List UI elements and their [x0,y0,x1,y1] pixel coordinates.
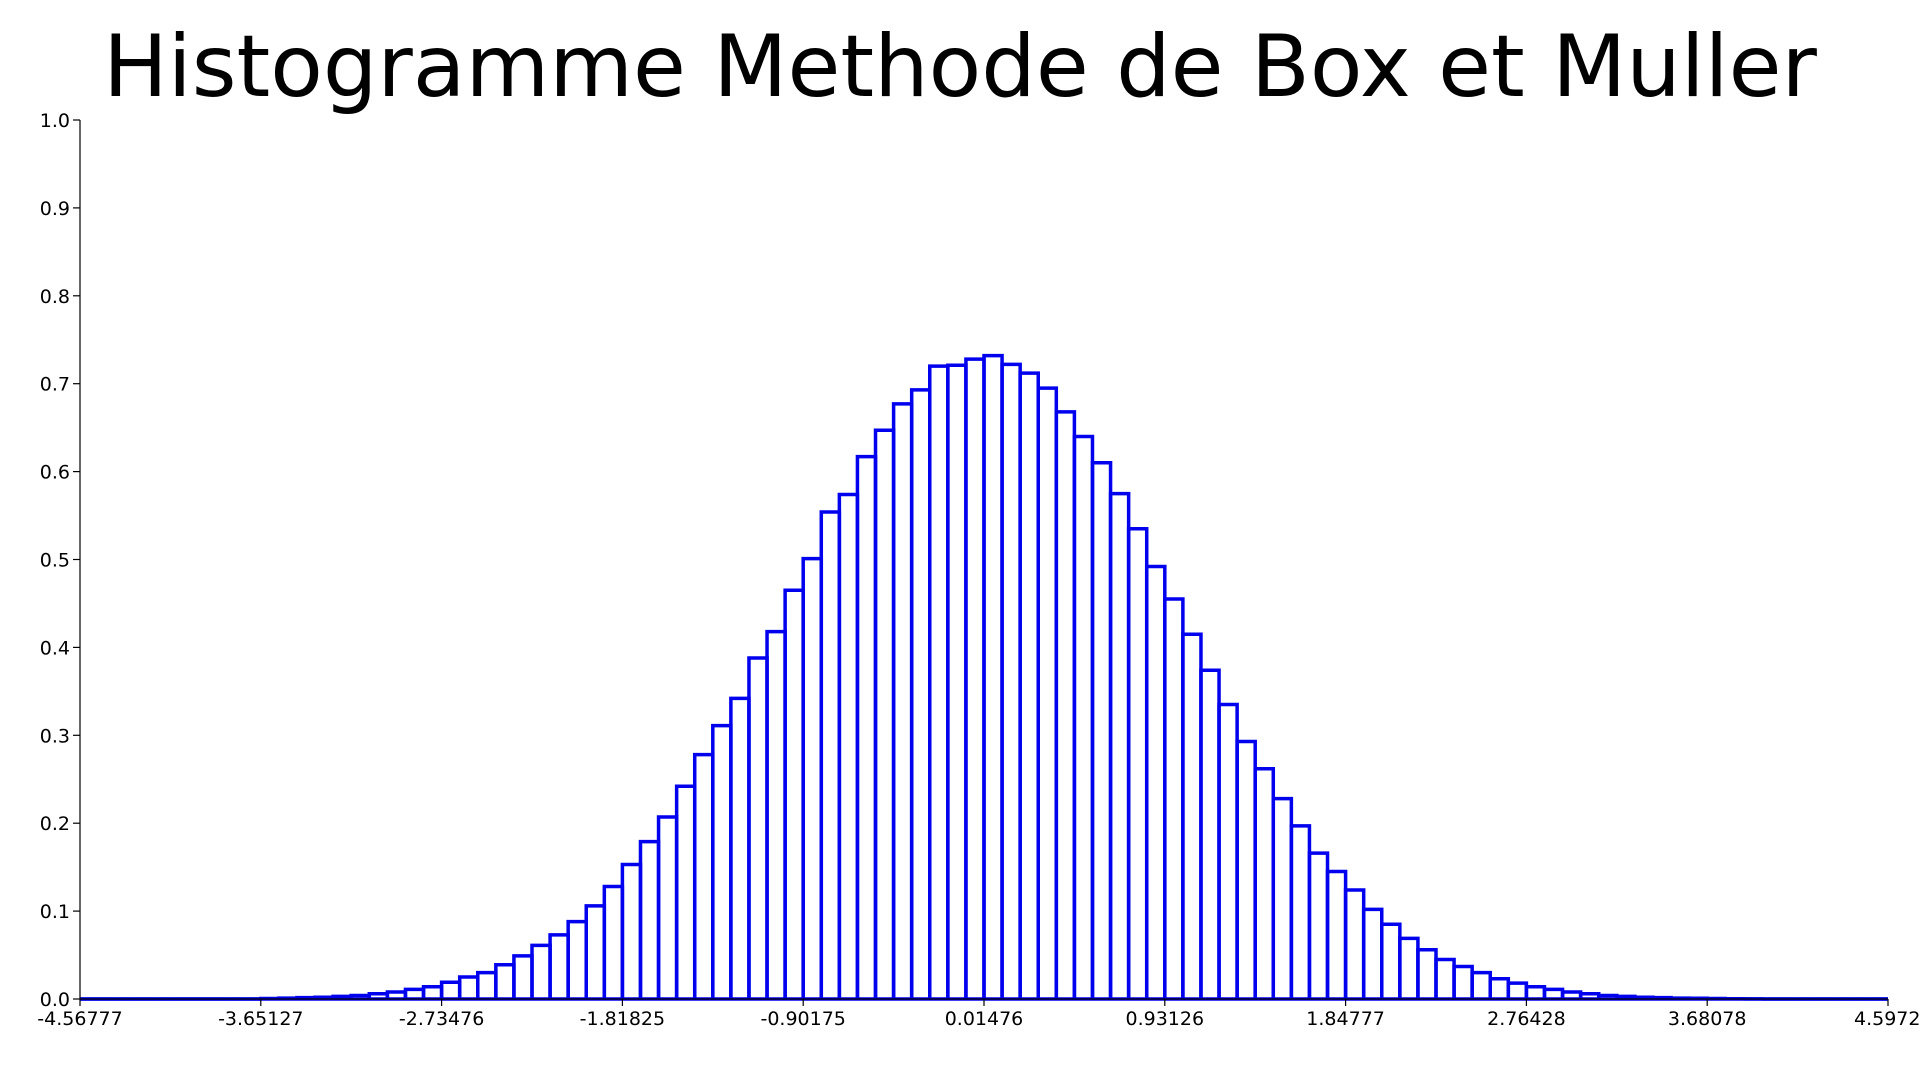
histogram-bar [1416,948,1438,999]
y-tick-label: 0.0 [40,989,70,1011]
x-ticks: -4.56777 -3.65127 -2.73476 -1.81825 -0.90175… [37,999,1920,1030]
histogram-bar [855,454,878,999]
histogram-bar [783,588,805,999]
x-tick-label: 0.93126 [1126,1008,1205,1030]
x-tick-label: -2.73476 [399,1008,484,1030]
x-tick-label: -3.65127 [218,1008,303,1030]
histogram-bar [1271,796,1294,999]
histogram-bar [1072,434,1095,999]
histogram-bar [692,752,715,999]
histogram-bar [964,357,986,999]
histogram-bar [711,723,733,999]
histogram-bar [819,510,842,999]
histogram-bar [674,784,697,999]
histogram-bar [1524,984,1547,999]
histogram-bar [1470,970,1492,999]
histogram-bars [80,353,1888,1001]
x-tick-label: 3.68078 [1668,1008,1747,1030]
histogram-bar [1144,564,1167,999]
histogram-bar [494,962,516,999]
histogram-bar [530,943,552,999]
histogram-bar [1434,957,1456,999]
histogram-bar [1488,977,1511,999]
histogram-bar [928,364,950,999]
x-tick-label: -1.81825 [580,1008,665,1030]
histogram-bar [638,839,661,999]
histogram-bar [1380,922,1402,999]
histogram-bar [1398,936,1420,999]
histogram-bar [946,363,968,999]
histogram-bar [1289,824,1312,999]
histogram-bar [801,556,824,999]
x-tick-label: 4.59729 [1854,1008,1920,1030]
histogram-bar [548,933,570,999]
histogram-bar [729,696,751,999]
histogram-bar [1343,888,1366,999]
histogram-bar [656,815,679,999]
histogram-bar [747,656,769,999]
histogram-bar [566,919,588,999]
histogram-bar [1361,907,1384,999]
histogram-bar [1452,964,1474,999]
x-tick-label: 2.76428 [1487,1008,1566,1030]
x-tick-label: 1.84777 [1306,1008,1385,1030]
y-tick-label: 0.9 [40,198,70,220]
histogram-bar [1506,981,1529,999]
histogram-bar [457,975,480,999]
histogram-bar [620,862,643,999]
histogram-bar [1181,632,1203,999]
y-ticks: 0.0 0.1 0.2 0.3 0.4 0.5 0.6 0.7 0.8 0.9 1.0 [40,110,80,1011]
histogram-bar [1054,410,1077,999]
y-tick-label: 1.0 [40,110,70,132]
y-tick-label: 0.8 [40,286,70,308]
x-tick-label: -0.90175 [760,1008,845,1030]
histogram-bar [602,884,625,999]
chart-title: Histogramme Methode de Box et Muller [103,17,1817,117]
x-tick-label: -4.56777 [37,1008,122,1030]
histogram-bar [1000,362,1022,999]
histogram-bar [1325,869,1348,999]
y-tick-label: 0.4 [40,637,70,659]
histogram-bar [1163,597,1185,999]
y-tick-label: 0.6 [40,462,70,484]
histogram-bar [1018,371,1040,999]
histogram-bar [891,402,914,999]
y-tick-label: 0.1 [40,901,70,923]
histogram-bar [1217,702,1239,999]
histogram-bar [421,984,444,999]
y-tick-label: 0.3 [40,725,70,747]
histogram-bar [982,353,1004,999]
y-tick-label: 0.2 [40,813,70,835]
histogram-bar [439,980,462,999]
histogram-bar [584,904,607,999]
histogram-bar [1090,461,1113,999]
histogram-bar [909,388,932,999]
histogram-bar [512,954,534,999]
histogram-bar [837,492,860,999]
histogram-bar [1253,766,1276,999]
histogram-bar [1235,739,1257,999]
histogram-bar [1108,491,1131,999]
y-tick-label: 0.7 [40,374,70,396]
x-tick-label: 0.01476 [945,1008,1024,1030]
histogram-bar [1199,668,1221,999]
histogram-bar [1036,386,1059,999]
histogram-bar [873,428,896,999]
histogram-bar [1126,526,1149,999]
histogram-bar [765,629,787,999]
histogram-bar [476,970,498,999]
y-tick-label: 0.5 [40,550,70,572]
histogram-bar [1307,851,1330,999]
